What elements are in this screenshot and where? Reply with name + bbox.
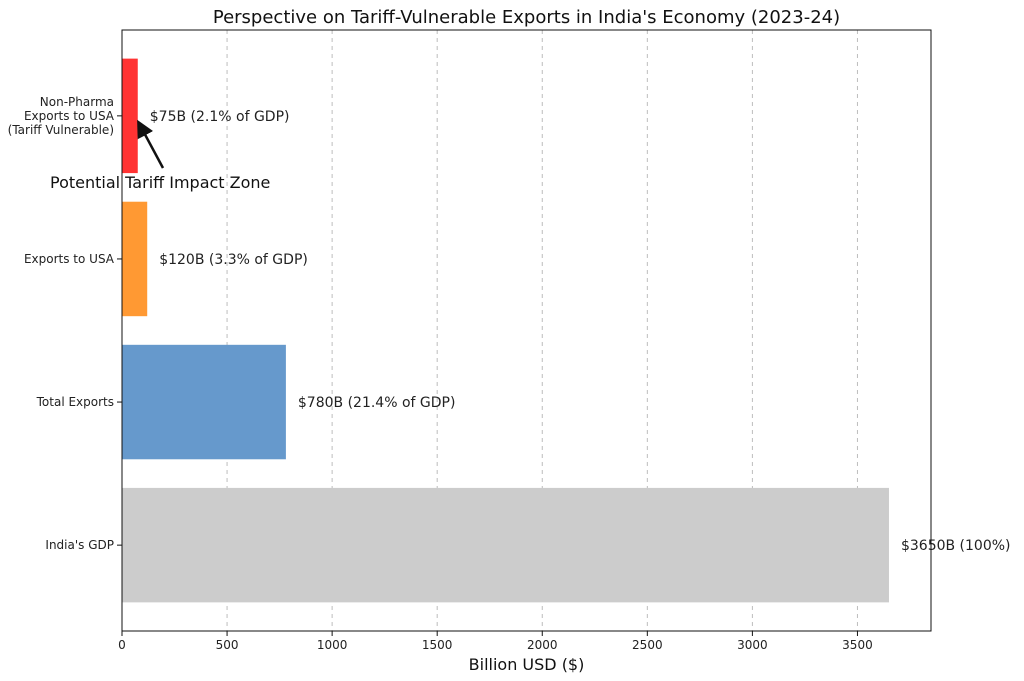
annotation-layer: Potential Tariff Impact Zone (50, 119, 270, 192)
x-tick-label: 3500 (842, 638, 873, 652)
y-tick-label-line: Non-Pharma (40, 95, 114, 109)
bars-layer (122, 58, 889, 603)
data-label: $75B (2.1% of GDP) (150, 109, 290, 125)
labels-layer: $3650B (100%) $780B (21.4% of GDP) $120B (… (150, 109, 1011, 554)
y-tick-label-line: Exports to USA (24, 109, 115, 123)
plot-frame (121, 29, 932, 632)
y-tick-label-line: (Tariff Vulnerable) (8, 123, 114, 137)
x-tick-label: 500 (216, 638, 239, 652)
x-axis-title: Billion USD ($) (469, 655, 585, 674)
bar (122, 58, 138, 174)
annotation-arrow (137, 119, 165, 169)
y-tick-label-line: Exports to USA (24, 252, 115, 266)
data-label: $780B (21.4% of GDP) (298, 395, 456, 411)
y-tick-label-line: Total Exports (36, 395, 114, 409)
x-tick-label: 1500 (422, 638, 453, 652)
annotation-text: Potential Tariff Impact Zone (50, 173, 270, 192)
y-tick-label-line: India's GDP (45, 538, 114, 552)
x-tick-label: 3000 (737, 638, 768, 652)
bar (122, 487, 889, 603)
y-tick-label: Exports to USA (24, 252, 115, 266)
chart-title: Perspective on Tariff-Vulnerable Exports… (213, 7, 840, 28)
x-tick-label: 2500 (632, 638, 663, 652)
data-label: $120B (3.3% of GDP) (159, 252, 308, 268)
bar (122, 201, 148, 317)
data-label: $3650B (100%) (901, 538, 1011, 554)
bar (122, 344, 286, 460)
x-tick-label: 2000 (527, 638, 558, 652)
y-tick-label: Total Exports (36, 395, 114, 409)
y-tick-label: Non-Pharma Exports to USA (Tariff Vulnerab… (8, 95, 115, 137)
x-tick-label: 1000 (317, 638, 348, 652)
x-tick-label: 0 (118, 638, 126, 652)
y-tick-label: India's GDP (45, 538, 114, 552)
axis-layer: 0 500 1000 1500 2000 2500 3000 3500 India's GDP T… (8, 29, 932, 652)
